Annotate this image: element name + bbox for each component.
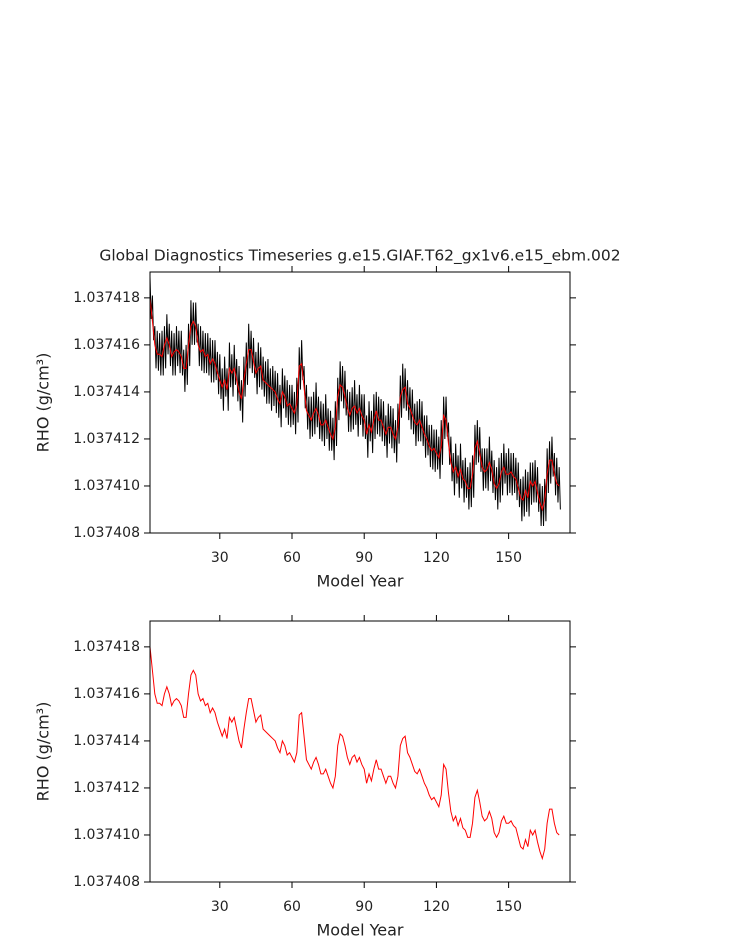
- data-line: [150, 276, 561, 526]
- x-tick-label: 150: [495, 899, 522, 915]
- x-tick-label: 30: [211, 899, 229, 915]
- x-tick-label: 120: [423, 899, 450, 915]
- x-tick-label: 60: [283, 550, 301, 566]
- y-tick-label: 1.037416: [73, 337, 140, 353]
- y-axis-label: RHO (g/cm³): [34, 353, 53, 453]
- x-tick-label: 90: [355, 899, 373, 915]
- data-line: [150, 646, 560, 861]
- plot-frame: [149, 271, 571, 534]
- x-tick-label: 60: [283, 899, 301, 915]
- data-line: [150, 297, 560, 512]
- chart-title: Global Diagnostics Timeseries g.e15.GIAF…: [99, 247, 620, 266]
- y-tick-label: 1.037410: [73, 827, 140, 843]
- y-tick-label: 1.037418: [73, 290, 140, 306]
- y-tick-label: 1.037412: [73, 780, 140, 796]
- y-tick-label: 1.037408: [73, 874, 140, 890]
- y-tick-label: 1.037408: [73, 525, 140, 541]
- y-tick-label: 1.037418: [73, 639, 140, 655]
- y-tick-label: 1.037412: [73, 431, 140, 447]
- plot-area: [150, 276, 561, 526]
- y-axis-label: RHO (g/cm³): [34, 702, 53, 802]
- x-tick-label: 120: [423, 550, 450, 566]
- y-tick-label: 1.037414: [73, 733, 140, 749]
- x-axis-label: Model Year: [317, 572, 404, 591]
- y-tick-label: 1.037410: [73, 478, 140, 494]
- plot-area: [150, 646, 560, 861]
- x-axis-label: Model Year: [317, 921, 404, 940]
- x-tick-label: 90: [355, 550, 373, 566]
- x-tick-label: 150: [495, 550, 522, 566]
- y-tick-label: 1.037416: [73, 686, 140, 702]
- x-tick-label: 30: [211, 550, 229, 566]
- plot-frame: [149, 620, 571, 883]
- y-tick-label: 1.037414: [73, 384, 140, 400]
